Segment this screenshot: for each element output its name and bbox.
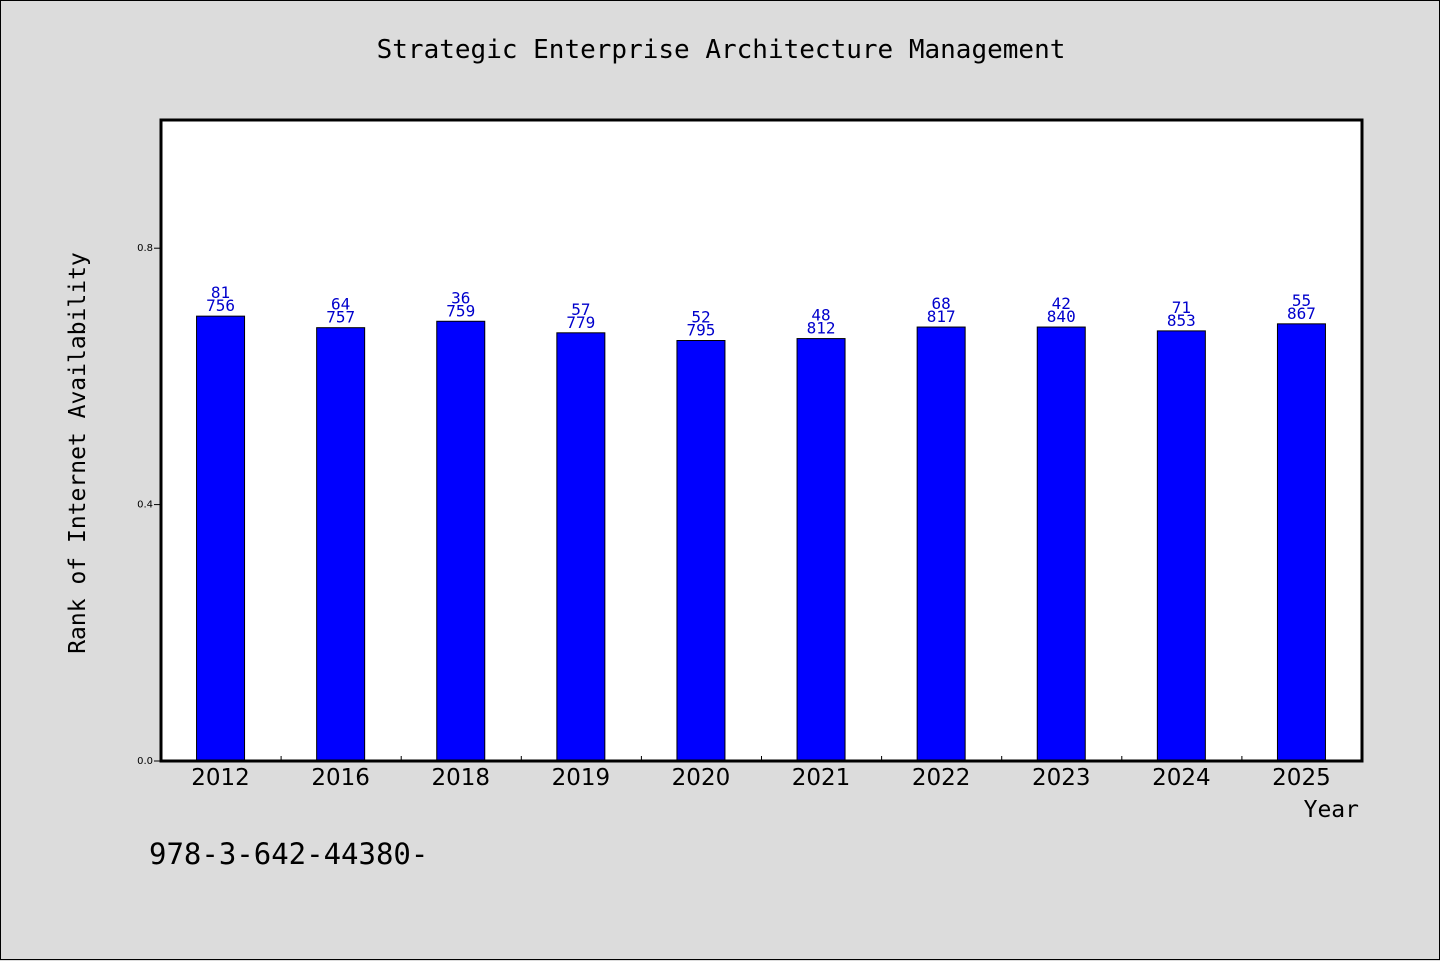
bar bbox=[676, 340, 726, 762]
bar-label-bottom: 756 bbox=[206, 296, 235, 315]
y-tick-label: 0.4 bbox=[137, 500, 153, 511]
x-tick-label: 2012 bbox=[191, 765, 250, 791]
bar-label-bottom: 817 bbox=[927, 307, 956, 326]
plot-frame bbox=[159, 118, 1364, 763]
bar bbox=[916, 326, 966, 762]
x-tick-label: 2023 bbox=[1032, 765, 1091, 791]
x-tick-label: 2024 bbox=[1152, 765, 1211, 791]
bar bbox=[796, 338, 846, 762]
x-tick-label: 2018 bbox=[431, 765, 490, 791]
bar bbox=[316, 327, 366, 762]
bar-label-top: 48 bbox=[811, 306, 830, 325]
bar-label-bottom: 840 bbox=[1047, 307, 1076, 326]
bar-label-top: 64 bbox=[331, 295, 350, 314]
bar-label-top: 68 bbox=[932, 294, 951, 313]
x-tick-label: 2020 bbox=[672, 765, 731, 791]
x-tick-label: 2016 bbox=[311, 765, 370, 791]
bar-label-top: 81 bbox=[211, 283, 230, 302]
x-tick-label: 2021 bbox=[792, 765, 851, 791]
y-tick-label: 0.8 bbox=[137, 243, 153, 254]
bar bbox=[436, 320, 486, 762]
bar-label-bottom: 812 bbox=[807, 319, 836, 338]
bar-label-bottom: 757 bbox=[326, 308, 355, 327]
bar-label-bottom: 795 bbox=[686, 321, 715, 340]
bar-label-top: 57 bbox=[571, 300, 590, 319]
bar-label-bottom: 853 bbox=[1167, 311, 1196, 330]
bar-label-top: 42 bbox=[1052, 294, 1071, 313]
bar-label-bottom: 867 bbox=[1287, 304, 1316, 323]
bar-label-top: 36 bbox=[451, 288, 470, 307]
bar bbox=[1276, 323, 1326, 762]
bar bbox=[1036, 326, 1086, 762]
x-axis-label: Year bbox=[1303, 797, 1359, 823]
bar-label-bottom: 779 bbox=[566, 313, 595, 332]
bar-label-bottom: 759 bbox=[446, 301, 475, 320]
bar bbox=[1156, 330, 1206, 762]
bar bbox=[196, 315, 246, 762]
bar-label-top: 52 bbox=[691, 308, 710, 327]
y-tick-label: 0.0 bbox=[137, 756, 153, 767]
x-tick-label: 2025 bbox=[1272, 765, 1331, 791]
bar-label-top: 55 bbox=[1292, 291, 1311, 310]
isbn-footnote: 978-3-642-44380- bbox=[149, 837, 429, 871]
x-tick-label: 2019 bbox=[552, 765, 611, 791]
chart-title: Strategic Enterprise Architecture Manage… bbox=[376, 35, 1066, 65]
x-tick-label: 2022 bbox=[912, 765, 971, 791]
bar bbox=[556, 332, 606, 762]
bar-label-top: 71 bbox=[1172, 298, 1191, 317]
